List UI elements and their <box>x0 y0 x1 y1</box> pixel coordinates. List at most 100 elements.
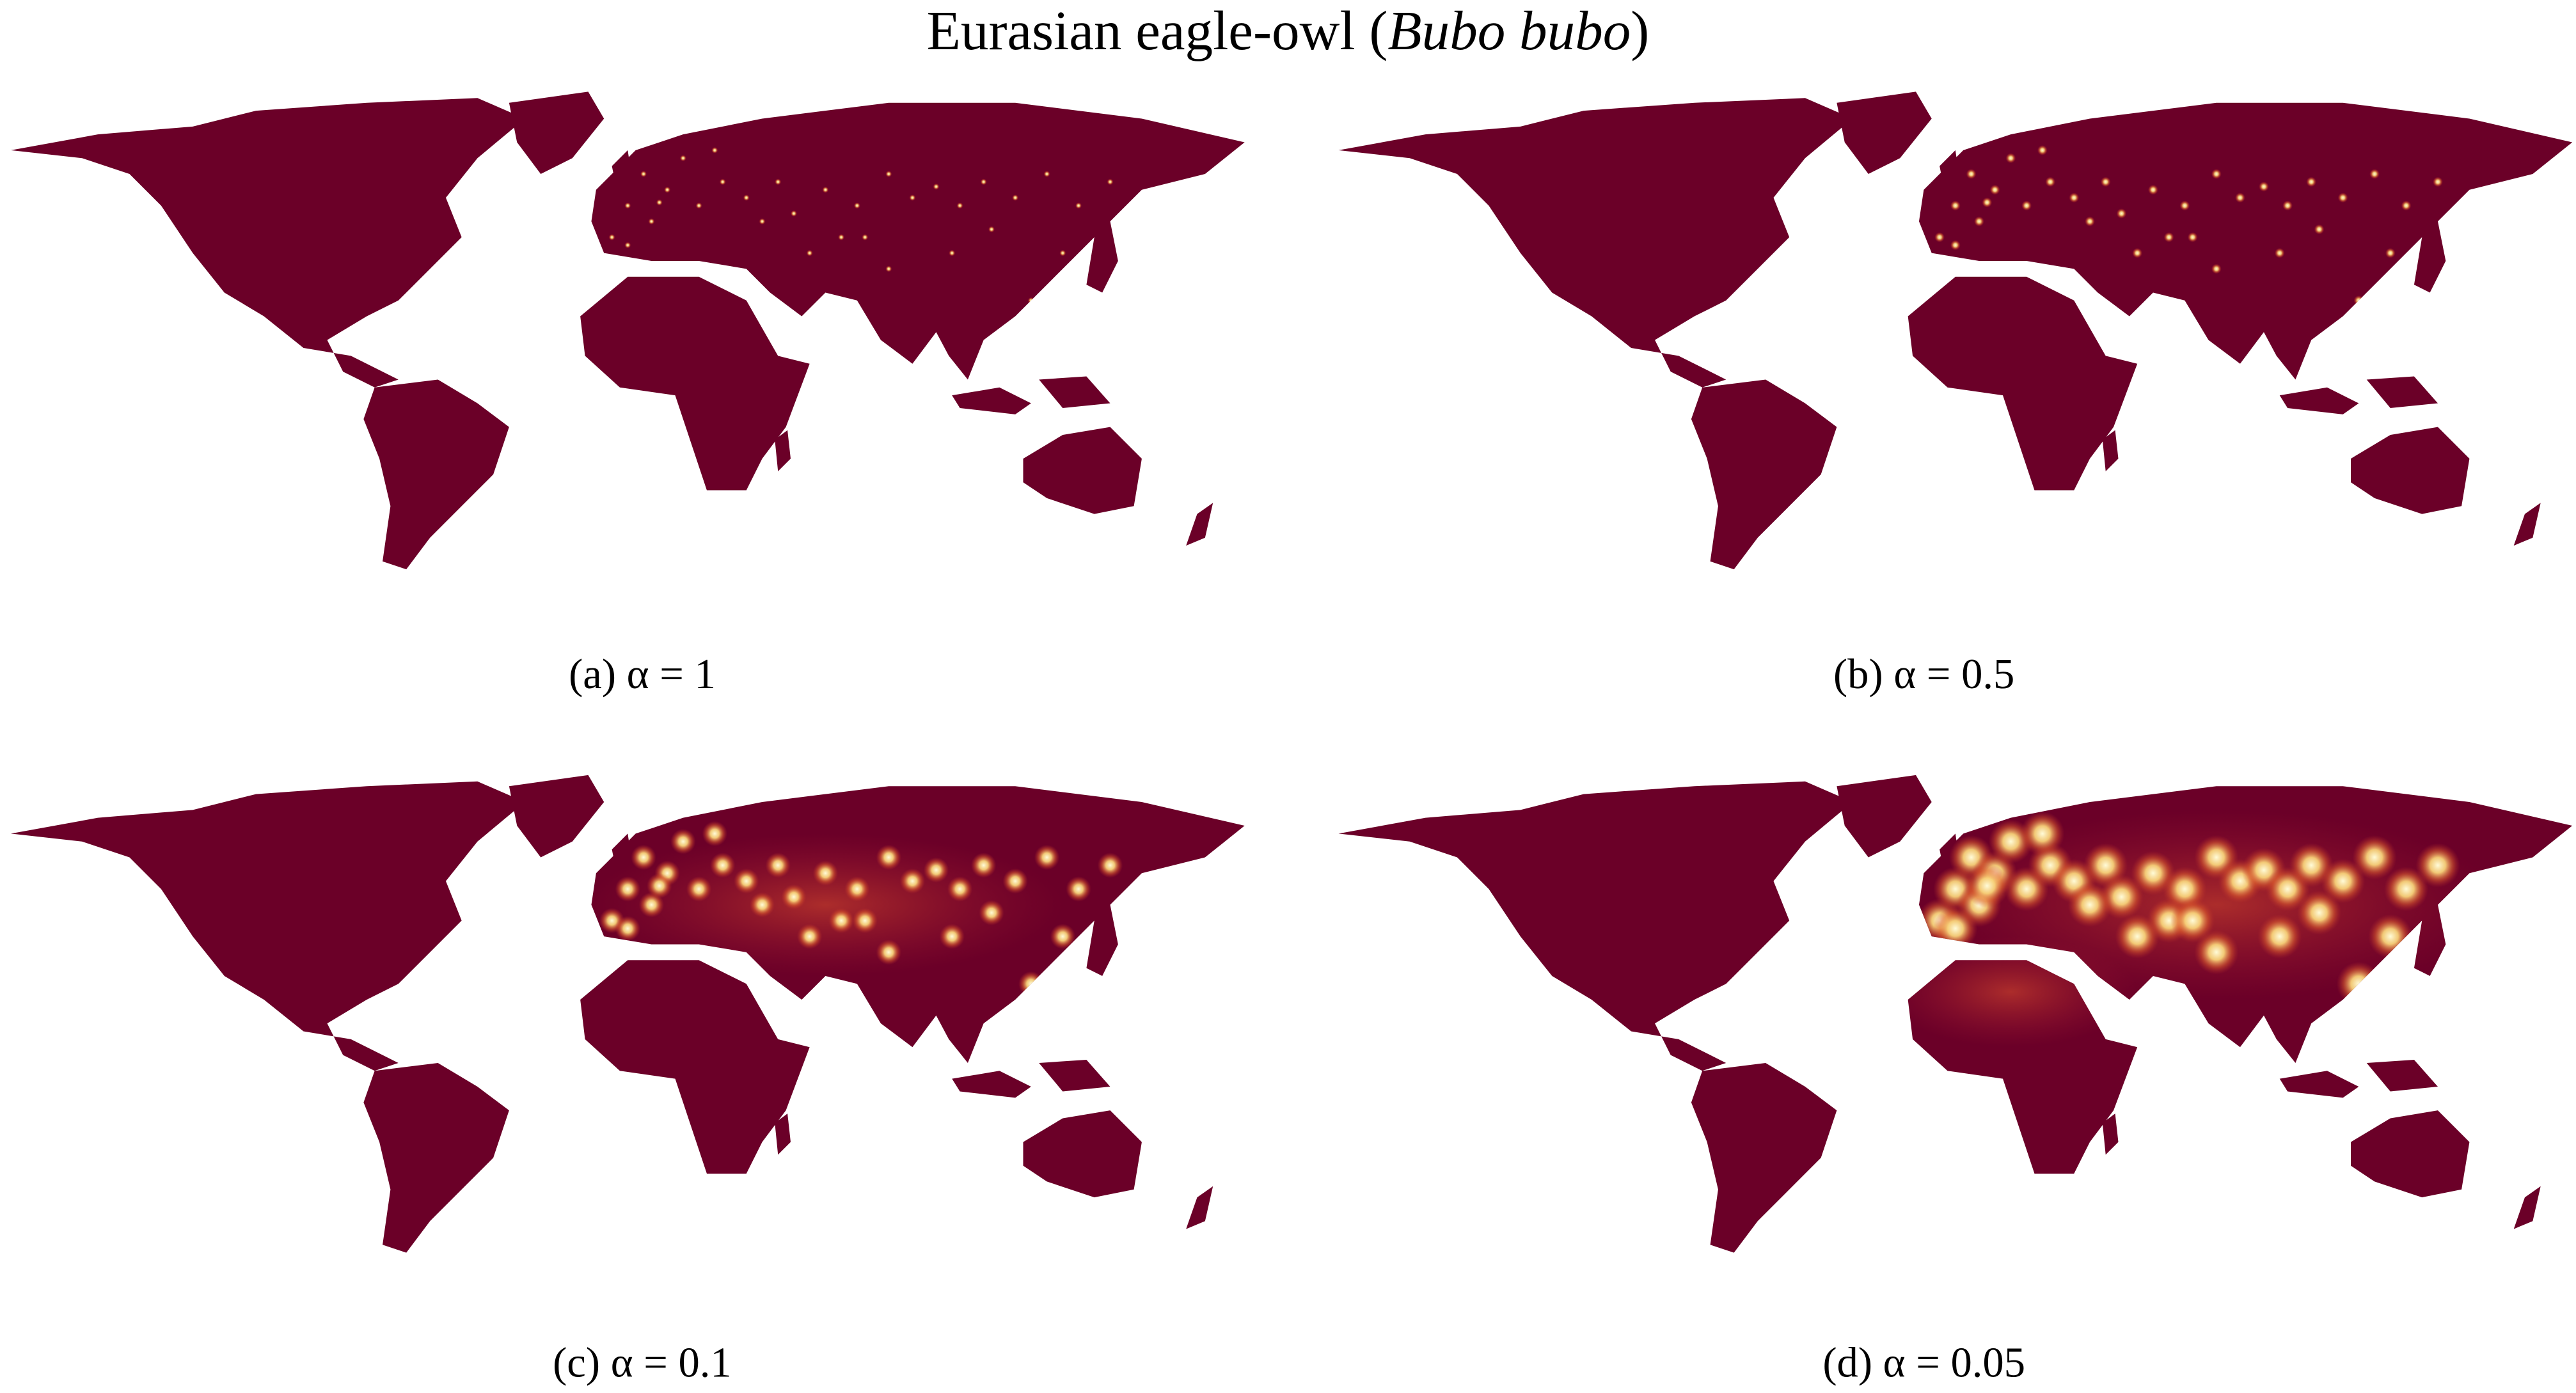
map-panel <box>10 91 1245 570</box>
density-hotspot <box>2282 200 2293 211</box>
density-hotspot <box>828 908 854 934</box>
density-hotspot <box>2187 232 2198 242</box>
density-hotspot <box>1034 844 1060 870</box>
density-hotspot <box>615 876 641 902</box>
map-panel <box>1338 91 2573 570</box>
density-hotspot <box>1933 906 1978 951</box>
title-species: Bubo bubo <box>1387 0 1631 61</box>
density-hotspot <box>2211 169 2222 179</box>
density-hotspot <box>2116 208 2127 219</box>
density-hotspot <box>719 178 726 185</box>
density-hotspot <box>1989 184 2000 195</box>
density-hotspot <box>899 868 926 894</box>
density-hotspot <box>670 828 696 854</box>
density-hotspot <box>1066 876 1091 902</box>
panel-caption: (b) α = 0.5 <box>1833 651 2014 698</box>
density-hotspot <box>1075 202 1082 209</box>
density-hotspot <box>656 199 663 206</box>
density-layer <box>1884 810 2501 1048</box>
density-hotspot <box>2179 200 2190 211</box>
density-hotspot <box>2085 216 2095 227</box>
density-hotspot <box>1002 868 1028 894</box>
density-hotspot <box>624 202 631 209</box>
density-hotspot <box>664 186 671 193</box>
density-hotspot <box>2321 858 2366 904</box>
density-layer <box>1934 145 2443 306</box>
panels <box>10 91 2573 1253</box>
density-hotspot <box>749 892 775 918</box>
density-hotspot <box>695 202 702 209</box>
density-hotspot <box>781 884 807 910</box>
density-hotspot <box>2415 843 2460 888</box>
density-hotspot <box>638 892 665 918</box>
density-hotspot <box>2401 200 2412 211</box>
density-hotspot <box>2020 811 2065 856</box>
density-layer <box>608 146 1114 304</box>
density-hotspot <box>2259 181 2269 192</box>
density-hotspot <box>1934 232 1945 242</box>
density-hotspot <box>2257 914 2302 959</box>
density-hotspot <box>2037 145 2048 155</box>
density-hotspot <box>711 146 718 153</box>
density-hotspot <box>1097 853 1123 878</box>
density-hotspot <box>702 821 728 847</box>
density-hotspot <box>2296 890 2342 935</box>
density-hotspot <box>876 940 902 965</box>
density-hotspot <box>885 265 892 272</box>
panel-caption: (a) α = 1 <box>569 651 716 698</box>
density-hotspot <box>838 233 845 240</box>
panel-caption: (c) α = 0.1 <box>553 1339 732 1386</box>
density-hotspot <box>947 876 973 902</box>
density-hotspot <box>862 233 869 240</box>
density-hotspot <box>631 844 656 870</box>
density-hotspot <box>743 194 750 201</box>
density-hotspot <box>988 226 995 233</box>
density-hotspot <box>1974 216 1984 227</box>
density-hotspot <box>806 249 813 256</box>
density-hotspot <box>909 194 916 201</box>
density-hotspot <box>608 233 615 240</box>
density-hotspot <box>1966 169 1977 179</box>
density-hotspot <box>2336 961 2381 1006</box>
density-hotspot <box>2353 295 2364 306</box>
density-hotspot <box>2069 193 2080 203</box>
density-hotspot <box>2021 200 2032 211</box>
density-hotspot <box>885 171 892 177</box>
density-layer <box>588 821 1123 997</box>
density-hotspot <box>2368 914 2413 959</box>
density-hotspot <box>852 908 878 934</box>
density-hotspot <box>2211 264 2222 274</box>
panel-caption: (d) α = 0.05 <box>1822 1339 2025 1386</box>
density-hotspot <box>624 242 631 249</box>
density-hotspot <box>2337 193 2348 203</box>
density-hotspot <box>2115 914 2160 959</box>
density-hotspot <box>1050 924 1076 949</box>
density-hotspot <box>640 171 647 177</box>
density-hotspot <box>2234 193 2245 203</box>
density-hotspot <box>2352 835 2397 880</box>
density-hotspot <box>822 186 829 193</box>
density-hotspot <box>1012 194 1019 201</box>
density-hotspot <box>679 155 686 162</box>
density-hotspot <box>1018 971 1044 997</box>
density-hotspot <box>775 178 782 185</box>
density-hotspot <box>733 868 759 894</box>
land-mass <box>1338 91 2573 570</box>
density-hotspot <box>2306 177 2317 187</box>
map-panel <box>10 775 1245 1253</box>
land-mass <box>10 775 1245 1253</box>
density-hotspot <box>2194 930 2239 975</box>
density-hotspot <box>796 924 823 949</box>
density-hotspot <box>1027 297 1034 304</box>
map-panel <box>1338 775 2573 1253</box>
density-hotspot <box>1964 863 2009 908</box>
density-hotspot <box>686 876 712 902</box>
density-hotspot <box>2163 232 2174 242</box>
density-hotspot <box>1059 249 1066 256</box>
density-hotspot <box>759 218 766 225</box>
density-hotspot <box>2147 184 2158 195</box>
density-hotspot <box>646 873 672 899</box>
density-hotspot <box>2314 224 2325 235</box>
